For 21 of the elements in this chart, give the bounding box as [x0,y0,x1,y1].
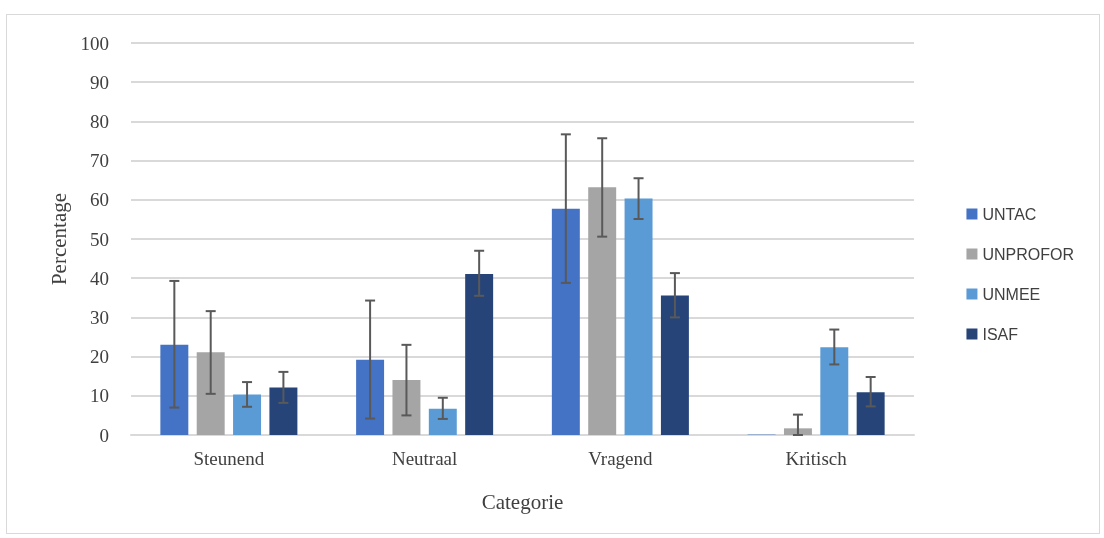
y-tick-label: 50 [90,228,109,250]
legend-label: UNMEE [982,285,1041,303]
y-axis-title: Percentage [46,192,71,286]
y-tick-label: 40 [90,267,109,289]
y-tick-label: 10 [90,385,109,407]
y-tick-label: 90 [90,71,109,93]
y-tick-label: 100 [80,32,109,54]
y-tick-label: 0 [99,424,109,446]
x-tick-label: Steunend [193,448,265,469]
x-tick-label: Vragend [588,448,654,469]
legend-label: ISAF [982,325,1019,343]
y-tick-label: 70 [90,150,109,172]
y-tick-label: 80 [90,110,109,132]
legend-label: UNTAC [982,205,1037,223]
y-tick-label: 30 [90,306,109,328]
legend-label: UNPROFOR [982,245,1075,263]
y-tick-label: 60 [90,189,109,211]
x-tick-label: Kritisch [785,448,848,469]
x-axis-title: Categorie [481,489,564,514]
x-tick-label: Neutraal [391,448,458,469]
y-tick-label: 20 [90,346,109,368]
